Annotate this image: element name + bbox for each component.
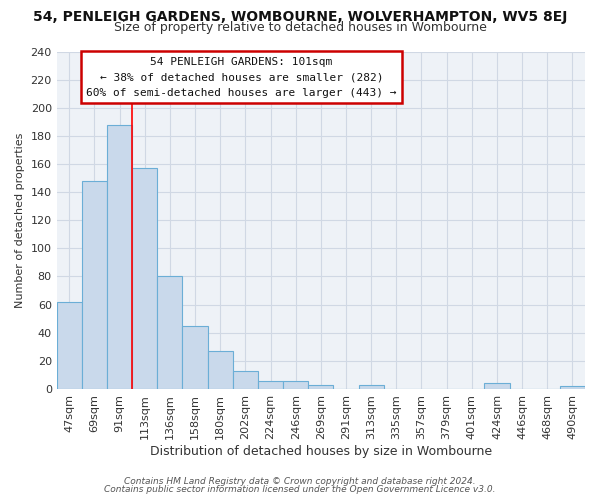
Bar xyxy=(233,370,258,389)
Text: 54, PENLEIGH GARDENS, WOMBOURNE, WOLVERHAMPTON, WV5 8EJ: 54, PENLEIGH GARDENS, WOMBOURNE, WOLVERH… xyxy=(33,10,567,24)
Bar xyxy=(157,276,182,389)
Text: Size of property relative to detached houses in Wombourne: Size of property relative to detached ho… xyxy=(113,21,487,34)
Y-axis label: Number of detached properties: Number of detached properties xyxy=(15,132,25,308)
Text: Contains HM Land Registry data © Crown copyright and database right 2024.: Contains HM Land Registry data © Crown c… xyxy=(124,477,476,486)
Bar xyxy=(132,168,157,389)
Bar xyxy=(560,386,585,389)
Text: Contains public sector information licensed under the Open Government Licence v3: Contains public sector information licen… xyxy=(104,485,496,494)
Bar xyxy=(308,384,334,389)
Bar xyxy=(107,124,132,389)
Bar xyxy=(258,380,283,389)
Bar xyxy=(208,351,233,389)
X-axis label: Distribution of detached houses by size in Wombourne: Distribution of detached houses by size … xyxy=(150,444,492,458)
Bar xyxy=(283,380,308,389)
Text: 54 PENLEIGH GARDENS: 101sqm
← 38% of detached houses are smaller (282)
60% of se: 54 PENLEIGH GARDENS: 101sqm ← 38% of det… xyxy=(86,56,397,98)
Bar xyxy=(359,384,384,389)
Bar xyxy=(56,302,82,389)
Bar xyxy=(484,384,509,389)
Bar xyxy=(182,326,208,389)
Bar xyxy=(82,181,107,389)
